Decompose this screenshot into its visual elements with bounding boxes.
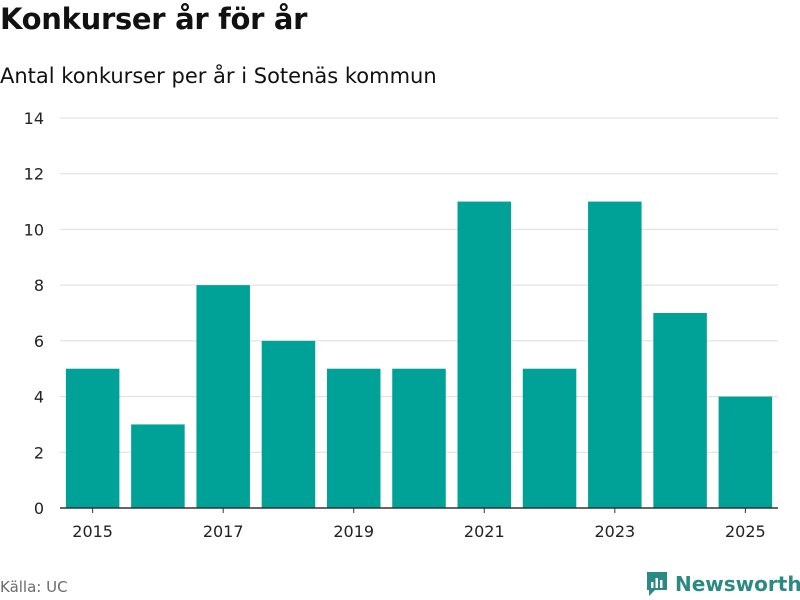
bar-2023 xyxy=(588,201,642,509)
source-note: Källa: UC xyxy=(0,578,68,596)
chart-subtitle: Antal konkurser per år i Sotenäs kommun xyxy=(0,64,437,88)
bar-2018 xyxy=(261,340,316,508)
x-tick-label: 2015 xyxy=(72,522,113,541)
y-tick-label: 8 xyxy=(34,276,44,295)
y-tick-label: 0 xyxy=(34,499,44,518)
axes: 0 2 4 6 8 10 12 14 2015 2017 2019 2021 2023 2025 xyxy=(24,109,778,541)
bar-2019 xyxy=(326,368,381,508)
bar-2025 xyxy=(718,396,773,508)
x-tick-label: 2017 xyxy=(203,522,244,541)
bar-2015 xyxy=(65,368,120,508)
bar-2016 xyxy=(131,424,185,508)
brand-name: Newsworthy xyxy=(675,572,800,596)
y-tick-label: 14 xyxy=(24,109,44,128)
y-tick-label: 6 xyxy=(34,332,44,351)
bar-chart: 0 2 4 6 8 10 12 14 2015 2017 2019 2021 2023 2025 xyxy=(24,109,778,541)
y-tick-label: 2 xyxy=(34,443,44,462)
bars xyxy=(65,201,773,509)
newsworthy-logo: Newsworthy xyxy=(645,570,800,598)
y-tick-label: 10 xyxy=(24,220,44,239)
newsworthy-logo-icon xyxy=(647,572,667,596)
bar-2020 xyxy=(392,368,446,508)
x-tick-label: 2023 xyxy=(594,522,635,541)
x-tick-label: 2021 xyxy=(464,522,505,541)
y-tick-label: 4 xyxy=(34,388,44,407)
y-tick-label: 12 xyxy=(24,165,44,184)
x-tick-label: 2025 xyxy=(725,522,766,541)
x-tick-label: 2019 xyxy=(333,522,374,541)
bar-2024 xyxy=(653,313,707,508)
bar-2017 xyxy=(196,285,250,508)
bar-2021 xyxy=(457,201,512,509)
chart-title: Konkurser år för år xyxy=(0,2,308,36)
bar-2022 xyxy=(522,368,577,508)
